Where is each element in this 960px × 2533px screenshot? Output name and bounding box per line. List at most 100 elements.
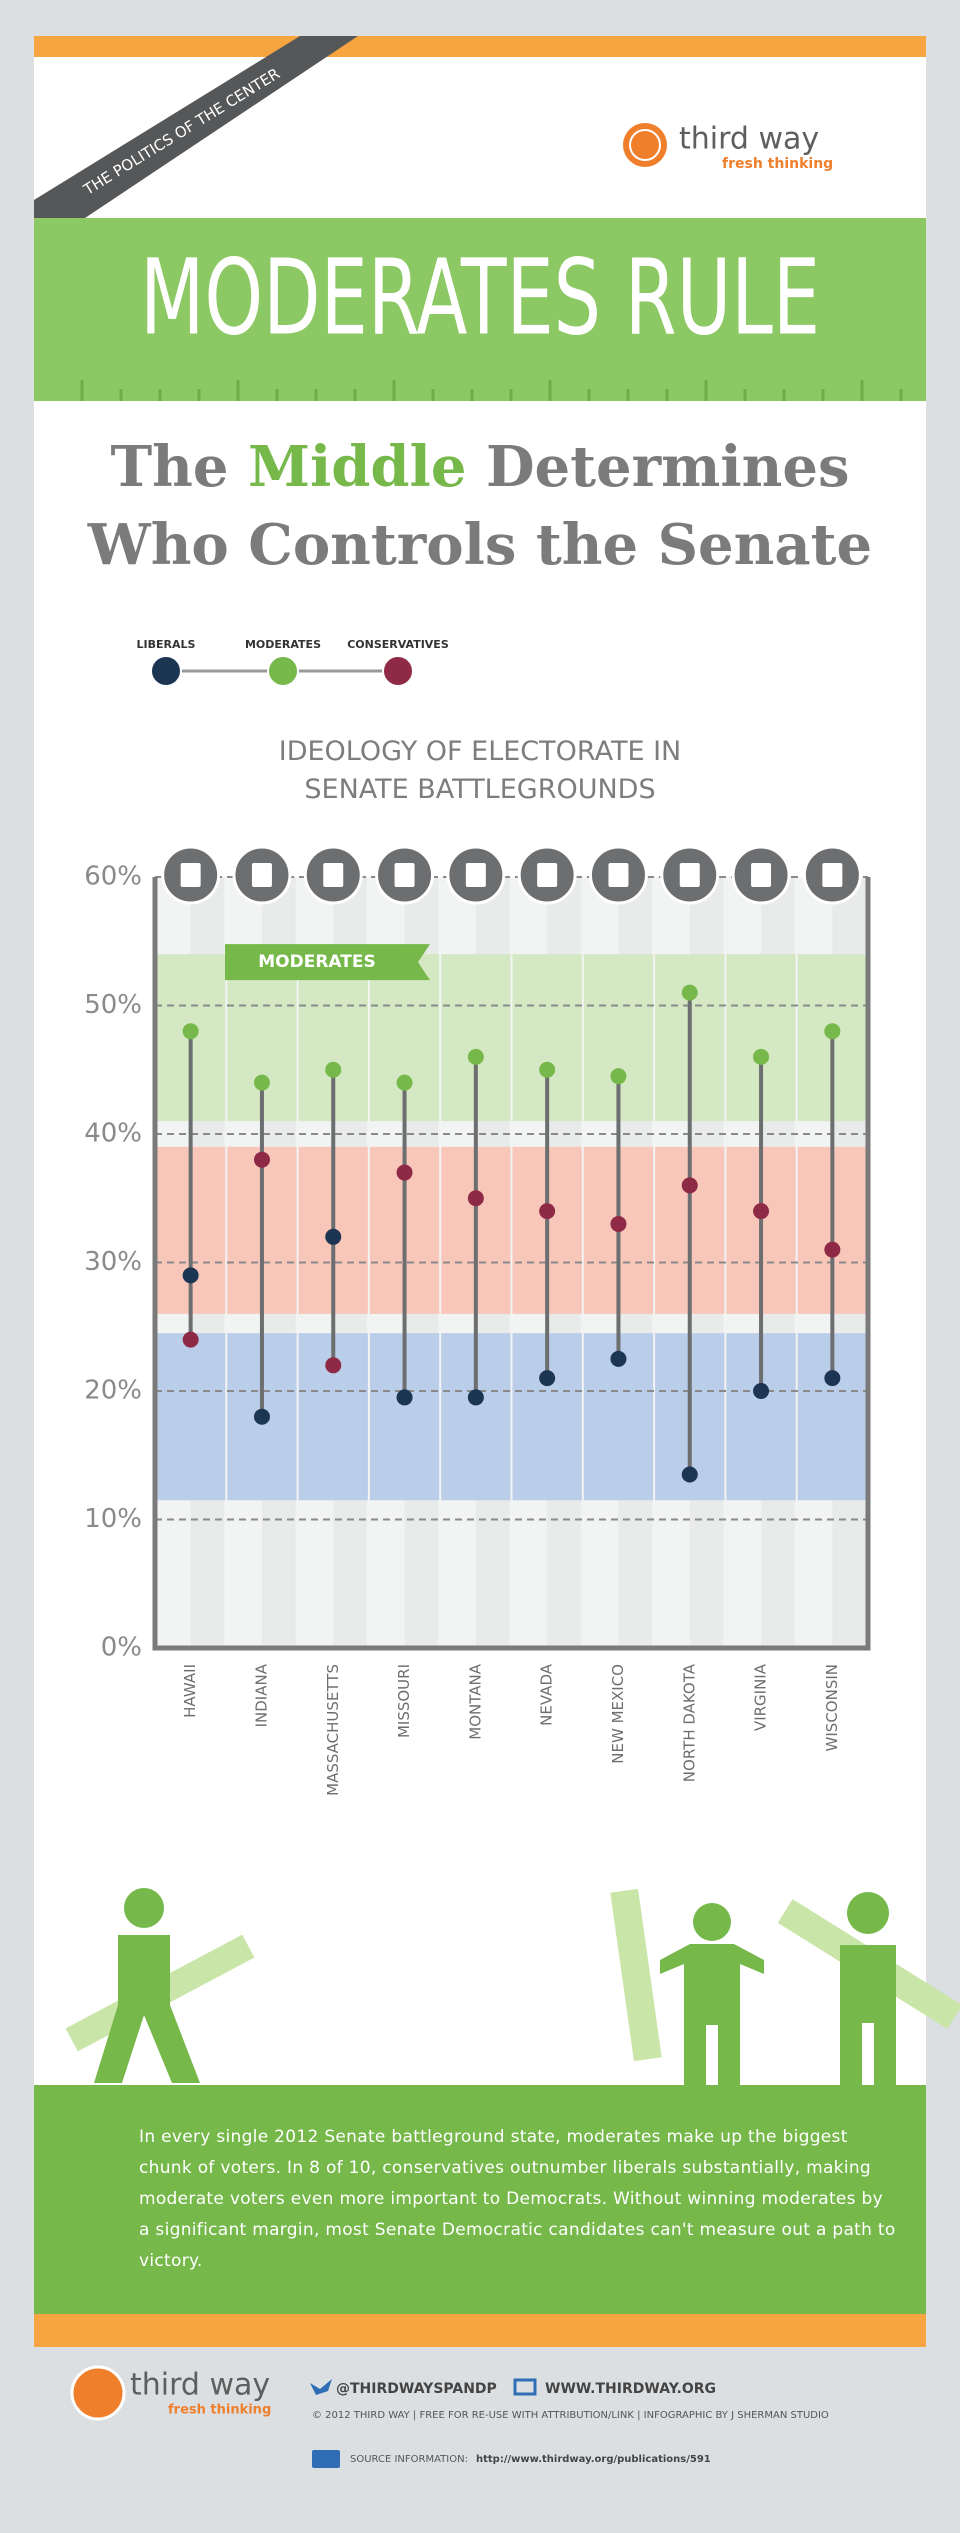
dot xyxy=(396,1074,413,1091)
state-shape xyxy=(394,863,415,887)
y-tick-label: 10% xyxy=(84,1504,142,1534)
legend-swatch xyxy=(267,655,299,687)
x-tick-label: NORTH DAKOTA xyxy=(680,1663,698,1782)
headline: The Middle Determines Who Controls the Se… xyxy=(34,428,926,584)
web-icon xyxy=(513,2378,537,2396)
state-shape xyxy=(679,863,700,887)
banner-ruler xyxy=(80,380,903,401)
dot xyxy=(182,1267,199,1284)
x-tick-label: NEVADA xyxy=(538,1663,556,1726)
dot xyxy=(539,1061,556,1078)
person-head xyxy=(847,1892,889,1934)
chart-title: IDEOLOGY OF ELECTORATE IN SENATE BATTLEG… xyxy=(278,736,682,805)
dot xyxy=(753,1383,770,1399)
logo-ring xyxy=(629,129,661,161)
x-tick-label: MISSOURI xyxy=(395,1664,413,1738)
state-shape xyxy=(822,863,843,887)
band-label: MODERATES xyxy=(258,952,375,972)
person-head xyxy=(124,1888,164,1928)
dot xyxy=(610,1215,627,1232)
x-tick-label: MONTANA xyxy=(466,1663,484,1739)
dot xyxy=(539,1370,556,1387)
text-box xyxy=(34,2085,926,2314)
dot xyxy=(325,1061,342,1078)
dot xyxy=(325,1357,342,1374)
website: WWW.THIRDWAY.ORG xyxy=(545,2381,716,2397)
range-band xyxy=(156,1333,226,1501)
illustration xyxy=(65,1888,960,2085)
logo-tagline: fresh thinking xyxy=(722,156,833,172)
footer-logo-mark xyxy=(70,2365,126,2421)
footer-logo-tagline: fresh thinking xyxy=(168,2403,271,2418)
banner-title: MODERATES RULE xyxy=(140,236,820,358)
dot xyxy=(681,1177,698,1194)
axis-frame xyxy=(152,877,871,1651)
x-tick-label: MASSACHUSETTS xyxy=(324,1664,342,1796)
y-tick-label: 60% xyxy=(84,862,142,892)
dot xyxy=(681,984,698,1001)
headline-part: The xyxy=(110,434,248,500)
body-text: In every single 2012 Senate battleground… xyxy=(139,2127,896,2271)
dot xyxy=(610,1068,627,1085)
legend-label: MODERATES xyxy=(245,638,321,651)
dot xyxy=(824,1241,841,1258)
dot xyxy=(824,1023,841,1040)
y-tick-label: 40% xyxy=(84,1119,142,1149)
dot xyxy=(396,1389,413,1406)
dot xyxy=(753,1203,770,1220)
headline-part: Determines xyxy=(466,434,850,500)
dot xyxy=(396,1164,413,1181)
dot xyxy=(182,1331,199,1348)
band-ribbon xyxy=(225,944,430,981)
legend-swatch xyxy=(382,655,414,687)
headline-highlight: Middle xyxy=(247,434,467,500)
dot xyxy=(753,1048,770,1065)
ruler-prop xyxy=(610,1888,662,2062)
dot xyxy=(182,1023,199,1040)
bottom-stripe xyxy=(34,2314,926,2347)
dot xyxy=(467,1048,484,1065)
dot xyxy=(325,1228,342,1245)
state-shape xyxy=(465,863,486,887)
legend-swatch xyxy=(150,655,182,687)
legend-label: CONSERVATIVES xyxy=(347,638,449,651)
twitter-icon xyxy=(310,2379,332,2395)
y-tick-label: 50% xyxy=(84,990,142,1020)
dot xyxy=(467,1190,484,1207)
footer-logo-name: third way xyxy=(130,2368,270,2403)
legend-label: LIBERALS xyxy=(137,638,196,651)
state-shape xyxy=(323,863,344,887)
x-tick-label: INDIANA xyxy=(252,1663,270,1727)
person-body xyxy=(94,1935,200,2083)
x-tick-label: HAWAII xyxy=(181,1664,199,1718)
dot xyxy=(253,1151,270,1168)
y-tick-label: 30% xyxy=(84,1247,142,1277)
dot xyxy=(610,1350,627,1367)
legend: LIBERALS MODERATES CONSERVATIVES xyxy=(137,638,449,687)
person-body xyxy=(660,1944,764,2085)
dot xyxy=(824,1370,841,1387)
source-icon xyxy=(312,2450,340,2468)
state-shape xyxy=(751,863,772,887)
credits: © 2012 THIRD WAY | FREE FOR RE-USE WITH … xyxy=(312,2410,829,2421)
logo-name: third way xyxy=(679,122,819,157)
dot xyxy=(467,1389,484,1406)
twitter-handle: @THIRDWAYSPANDP xyxy=(336,2381,497,2397)
x-tick-label: WISCONSIN xyxy=(823,1664,841,1751)
state-shape xyxy=(180,863,201,887)
source-url: http://www.thirdway.org/publications/591 xyxy=(476,2454,711,2465)
dot xyxy=(681,1466,698,1483)
dot xyxy=(253,1074,270,1091)
y-tick-label: 0% xyxy=(101,1633,142,1663)
dot xyxy=(253,1408,270,1425)
banner xyxy=(34,218,926,401)
top-stripe xyxy=(34,36,926,57)
state-shape xyxy=(608,863,629,887)
dot xyxy=(539,1203,556,1220)
x-tick-label: NEW MEXICO xyxy=(609,1664,627,1764)
x-tick-label: VIRGINIA xyxy=(752,1663,770,1731)
corner-ribbon xyxy=(34,36,358,252)
plot: 0% 10% 20% 30% 40% 50% 60% MODERATES HAWAII INDIA… xyxy=(84,845,871,1796)
